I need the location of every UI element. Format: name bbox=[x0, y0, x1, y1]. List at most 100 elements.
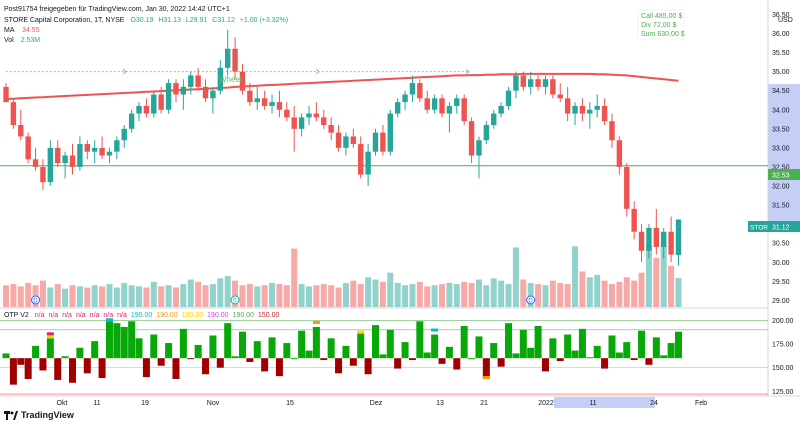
candle-body bbox=[394, 102, 401, 114]
event-marker-circle bbox=[526, 295, 536, 305]
time-tick-label: Okt bbox=[57, 400, 68, 407]
otp-bar bbox=[578, 328, 586, 359]
otp-legend-value: n/a bbox=[48, 312, 58, 319]
candle-body bbox=[306, 113, 312, 118]
volume-bar bbox=[490, 278, 497, 307]
dotted-arrow bbox=[315, 68, 320, 75]
event-marker-label: S bbox=[233, 299, 237, 305]
candle-body bbox=[350, 136, 357, 145]
otp-bar bbox=[379, 354, 387, 359]
volume-bar bbox=[254, 286, 261, 307]
volume-bar bbox=[512, 247, 519, 307]
otp-bar bbox=[54, 358, 62, 380]
volume-bar bbox=[62, 288, 69, 307]
otp-bar bbox=[9, 358, 17, 385]
volume-bar bbox=[446, 282, 453, 307]
otp-legend-value: n/a bbox=[103, 312, 113, 319]
otp-bar bbox=[615, 352, 623, 359]
volume-bar bbox=[328, 285, 335, 307]
otp-bar bbox=[275, 358, 283, 377]
otp-bar bbox=[61, 356, 69, 359]
candle-body bbox=[32, 159, 39, 167]
candle-body bbox=[476, 140, 482, 156]
candle-body bbox=[321, 117, 327, 125]
volume-bar bbox=[298, 284, 305, 307]
volume-bar bbox=[631, 280, 638, 307]
otp-bar bbox=[386, 329, 394, 359]
ma-value: 34.55 bbox=[22, 27, 40, 34]
candle-body bbox=[276, 102, 283, 110]
volume-bar bbox=[483, 285, 490, 307]
volume-bar bbox=[165, 285, 172, 307]
candle-body bbox=[468, 121, 475, 156]
volume-bar bbox=[439, 284, 446, 307]
otp-axis[interactable]: 125.00 150.00 175.00 200.00 bbox=[772, 318, 794, 396]
candle-body bbox=[564, 98, 571, 114]
otp-bar bbox=[349, 358, 357, 366]
otp-bar bbox=[586, 357, 594, 359]
candle-body bbox=[269, 102, 275, 106]
otp-legend-value: n/a bbox=[90, 312, 100, 319]
candle-body bbox=[254, 98, 260, 103]
otp-bar bbox=[312, 326, 320, 359]
candle-body bbox=[535, 79, 541, 87]
volume-bar bbox=[572, 246, 579, 307]
candle-body bbox=[387, 113, 393, 152]
otp-bar bbox=[83, 358, 91, 374]
volume-bar bbox=[172, 287, 179, 307]
dotted-arrow bbox=[122, 68, 127, 75]
otp-tick-label: 150.00 bbox=[772, 365, 794, 372]
candle-body bbox=[239, 71, 246, 91]
otp-legend-value: n/a bbox=[62, 312, 72, 319]
info-line-div: Div 72,00 $ bbox=[641, 22, 677, 29]
otp-bar bbox=[179, 328, 187, 359]
volume-bar bbox=[675, 278, 682, 307]
price-tick-label: 29.00 bbox=[772, 298, 790, 305]
candle-body bbox=[491, 113, 497, 125]
otp-bar bbox=[468, 358, 476, 360]
candle-body bbox=[188, 75, 194, 87]
volume-bar bbox=[91, 285, 98, 307]
otp-tick-label: 175.00 bbox=[772, 341, 794, 348]
time-tick-label: 2022 bbox=[538, 400, 554, 407]
otp-bar bbox=[202, 358, 210, 375]
volume-bar bbox=[342, 282, 349, 307]
otp-bar bbox=[408, 358, 416, 361]
moving-average bbox=[5, 72, 679, 101]
candle-body bbox=[358, 144, 364, 175]
volume-bar bbox=[608, 284, 615, 307]
volume-bar bbox=[475, 279, 482, 307]
otp-bar bbox=[91, 341, 99, 359]
otp-bar bbox=[482, 358, 490, 379]
volume-bar bbox=[291, 248, 298, 307]
candle-body bbox=[195, 75, 201, 87]
otp-bar bbox=[652, 337, 660, 359]
otp-cap bbox=[431, 328, 439, 332]
legend-symbol: STORE Capital Corporation, 1T, NYSE O30.… bbox=[4, 17, 288, 24]
candle-body bbox=[424, 98, 430, 110]
tradingview-logo[interactable]: TradingView bbox=[4, 410, 74, 420]
line-price-tag: 32.53 bbox=[768, 169, 800, 180]
otp-bar bbox=[216, 358, 224, 368]
otp-bar bbox=[128, 321, 136, 359]
time-axis[interactable]: Okt 11 19 Nov 15 Dez 13 21 2022 11 24 Feb bbox=[57, 400, 708, 407]
time-tick-label: 11 bbox=[589, 400, 596, 407]
otp-bar bbox=[571, 350, 579, 359]
volume-bar bbox=[579, 271, 586, 307]
volume-bar bbox=[424, 286, 431, 307]
volume-bar bbox=[76, 286, 83, 307]
volume-bar bbox=[564, 284, 571, 307]
otp-bar bbox=[497, 358, 505, 367]
candle-body bbox=[217, 67, 224, 91]
otp-bar bbox=[305, 350, 313, 359]
candle-body bbox=[10, 102, 17, 125]
price-tick-label: 34.00 bbox=[772, 107, 790, 114]
candle-body bbox=[572, 105, 578, 114]
candle-body bbox=[40, 166, 46, 183]
price-axis[interactable]: 29.0029.5030.0030.5031.0031.5032.0032.50… bbox=[772, 12, 790, 305]
volume-bar bbox=[542, 285, 549, 307]
candle-body bbox=[128, 113, 135, 129]
otp-legend-value: 190.00 bbox=[182, 312, 204, 319]
price-tick-label: 36.00 bbox=[772, 31, 790, 38]
